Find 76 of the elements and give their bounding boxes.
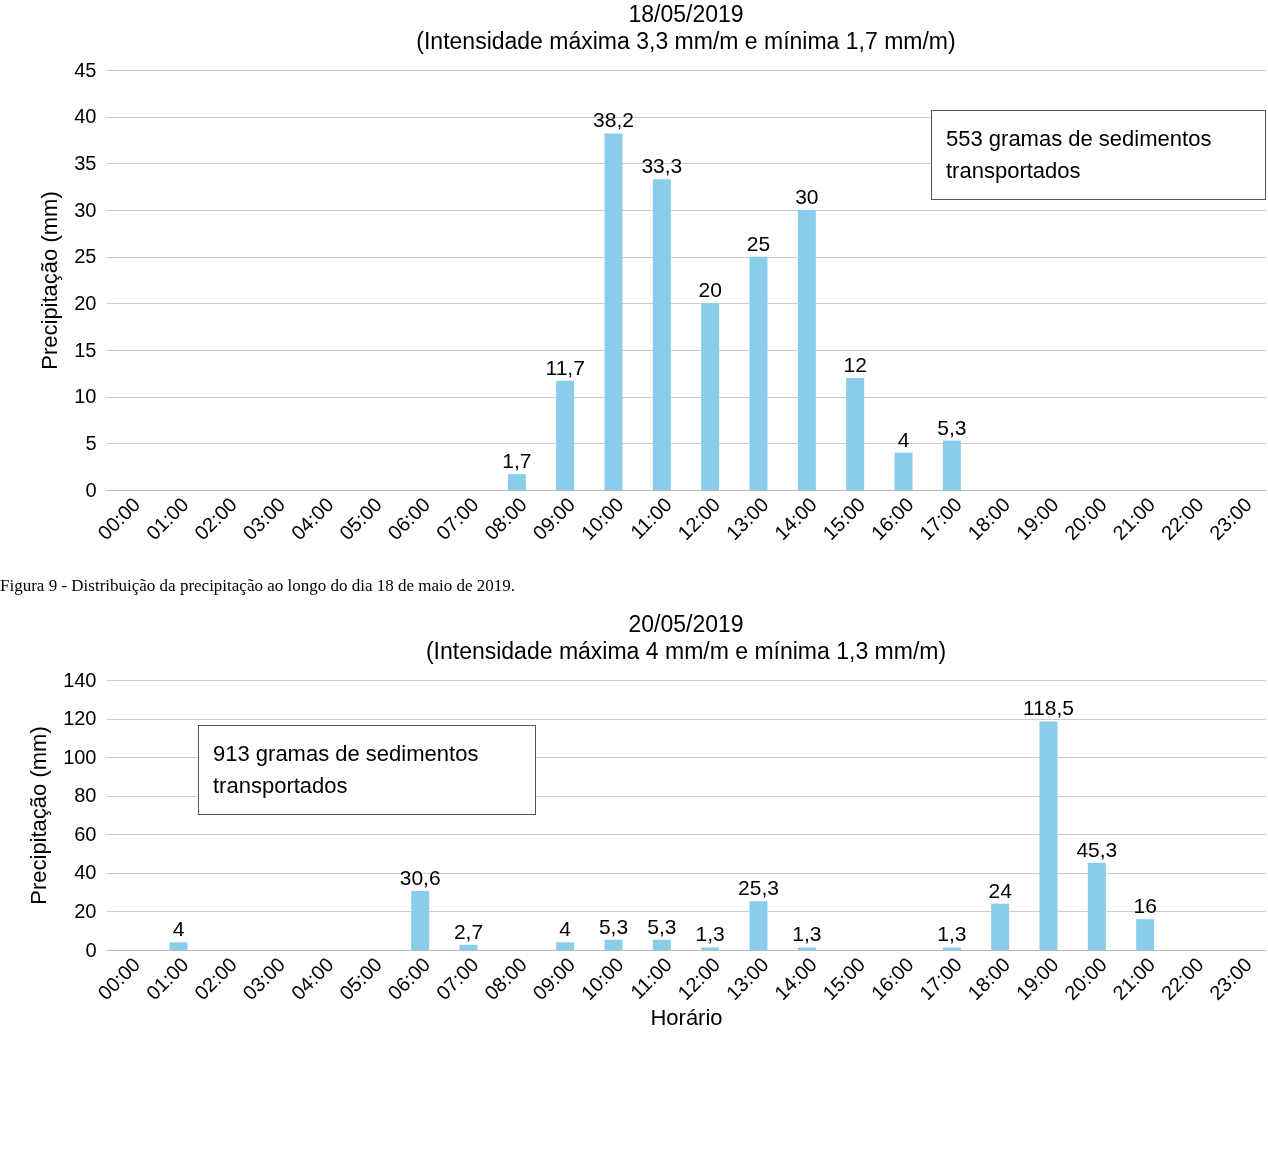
bar [749, 256, 768, 490]
data-label: 24 [988, 878, 1013, 902]
data-label: 30 [795, 185, 819, 208]
data-label: 1,7 [502, 449, 532, 473]
bar [1039, 721, 1058, 950]
y-tick-label: 40 [74, 105, 97, 128]
bar [1136, 919, 1155, 950]
data-label: 12 [843, 353, 867, 376]
data-label: 1,3 [792, 922, 822, 946]
y-tick-label: 45 [74, 58, 97, 81]
y-tick-label: 80 [74, 784, 97, 807]
bar [894, 452, 913, 490]
bar [1087, 862, 1106, 950]
data-label: 4 [559, 917, 572, 941]
chart-title: 20/05/2019 [628, 611, 744, 637]
data-label: 30,6 [399, 865, 441, 889]
y-tick-label: 60 [74, 822, 97, 845]
y-tick-label: 15 [74, 338, 97, 361]
bar [797, 947, 816, 950]
y-tick-label: 5 [85, 431, 97, 454]
data-label: 5,3 [647, 914, 677, 938]
bar [652, 939, 671, 950]
bar [942, 947, 961, 950]
data-label: 16 [1133, 894, 1157, 918]
y-axis-title: Precipitação (mm) [37, 191, 63, 370]
data-label: 1,3 [695, 922, 725, 946]
y-tick-label: 140 [63, 668, 97, 691]
bar [507, 474, 526, 490]
bar [701, 947, 720, 950]
data-label: 45,3 [1076, 837, 1118, 861]
chart-title: 18/05/2019 [628, 1, 744, 27]
bar [652, 179, 671, 490]
chart-subtitle: (Intensidade máxima 3,3 mm/m e mínima 1,7 mm/m) [416, 28, 956, 54]
bar [556, 942, 575, 950]
bar [701, 303, 720, 490]
bar [991, 903, 1010, 950]
data-label: 4 [172, 917, 185, 941]
data-label: 5,3 [937, 415, 967, 439]
bar [749, 901, 768, 950]
bar [556, 380, 575, 490]
bar [411, 890, 430, 950]
data-label: 1,3 [937, 922, 967, 946]
bar [459, 944, 478, 950]
data-label: 33,3 [641, 154, 683, 178]
y-tick-label: 100 [63, 745, 97, 768]
y-axis-title: Precipitação (mm) [26, 726, 52, 905]
y-tick-label: 20 [74, 291, 97, 314]
y-tick-label: 30 [74, 198, 97, 221]
y-tick-label: 35 [74, 151, 97, 174]
data-label: 25,3 [738, 876, 779, 900]
y-tick-label: 10 [74, 385, 97, 408]
note-box: 553 gramas de sedimentos transportados [931, 110, 1266, 200]
data-label: 2,7 [453, 919, 484, 943]
bar [942, 440, 961, 490]
bar [846, 378, 865, 490]
y-tick-label: 0 [85, 938, 97, 961]
y-tick-label: 120 [63, 707, 97, 730]
chart-subtitle: (Intensidade máxima 4 mm/m e mínima 1,3 mm/m) [425, 638, 947, 664]
data-label: 118,5 [1023, 696, 1074, 720]
y-tick-label: 20 [74, 899, 97, 922]
y-tick-label: 0 [85, 478, 97, 501]
bar [604, 939, 623, 950]
data-label: 25 [746, 231, 771, 255]
text: Figura 9 - Distribuição da precipitação ao longo do dia 18 de maio de 2019. [0, 576, 517, 596]
data-label: 5,3 [598, 914, 629, 938]
y-tick-label: 25 [74, 245, 97, 268]
data-label: 11,7 [545, 355, 585, 379]
data-label: 38,2 [593, 108, 634, 132]
x-axis-title: Horário [650, 1005, 723, 1031]
data-label: 20 [698, 278, 722, 302]
bar [604, 133, 623, 490]
data-label: 4 [897, 427, 910, 451]
y-tick-label: 40 [74, 861, 97, 884]
bar [169, 942, 188, 950]
note-box: 913 gramas de sedimentos transportados [198, 725, 536, 815]
bar [797, 210, 816, 490]
